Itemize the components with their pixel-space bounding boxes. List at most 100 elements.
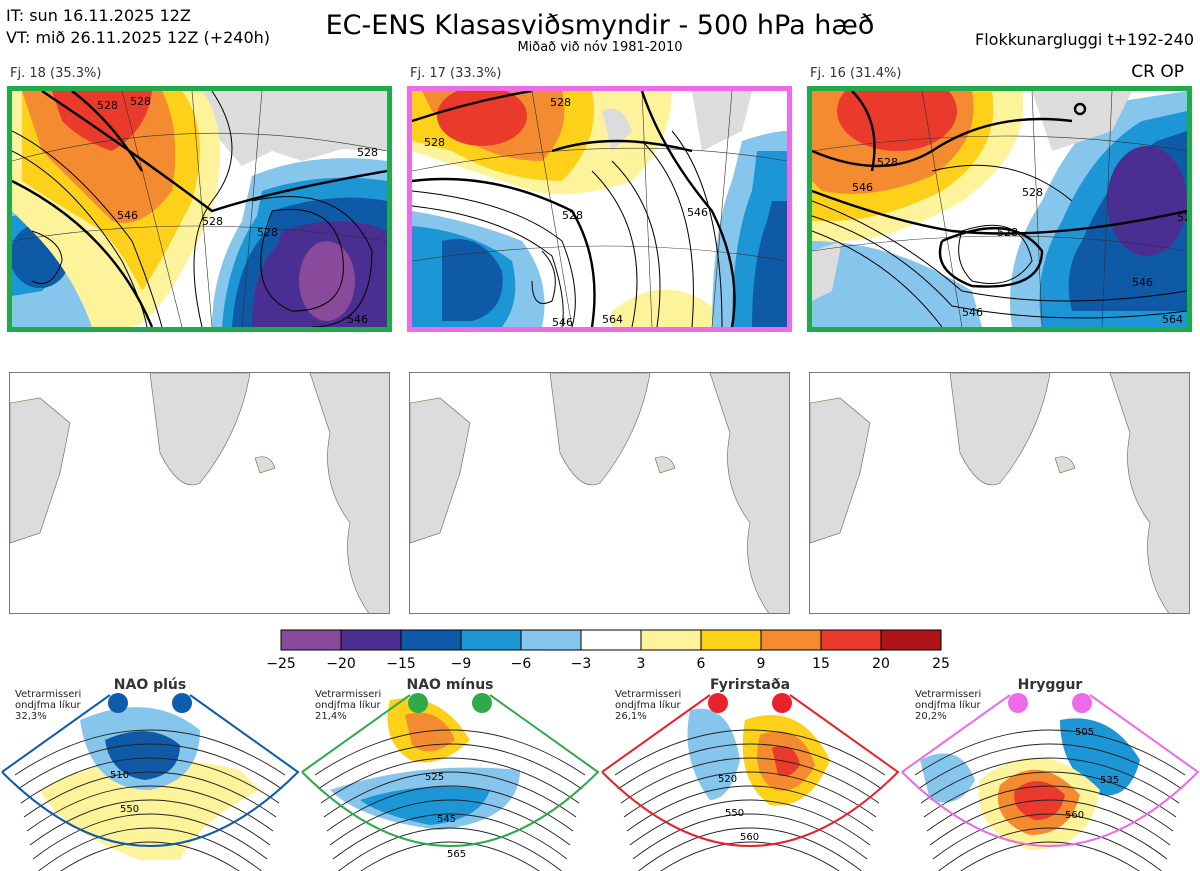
height-contour xyxy=(329,799,571,846)
height-contour xyxy=(360,841,540,871)
anomaly-fill xyxy=(105,731,180,780)
colorbar-tick: 15 xyxy=(812,656,830,672)
contour-label: 520 xyxy=(718,774,737,785)
contour-label: 546 xyxy=(687,206,708,219)
empty-map-1 xyxy=(9,372,390,614)
height-contour xyxy=(660,841,840,871)
contour-label: 505 xyxy=(1075,727,1094,738)
contour-label: 564 xyxy=(1162,313,1183,326)
height-contour xyxy=(632,813,868,860)
colorbar-tick: −6 xyxy=(510,656,532,672)
cluster-map-2: 528 528 528 546 546 564 xyxy=(407,86,792,332)
contour-label: 528 xyxy=(202,215,223,228)
height-contour xyxy=(917,743,1183,790)
climate-reference: Miðað við nóv 1981-2010 xyxy=(517,40,683,55)
colorbar-tick: −25 xyxy=(266,656,296,672)
regime-title: NAO plús xyxy=(113,677,187,693)
height-contour xyxy=(337,827,563,871)
cluster-label-2: Fj. 17 (33.3%) xyxy=(410,66,502,81)
contour-label: 528 xyxy=(97,99,118,112)
height-contour xyxy=(60,841,240,871)
regime-frame xyxy=(301,694,600,847)
height-contour xyxy=(617,743,883,790)
height-contour xyxy=(932,813,1168,860)
height-contour xyxy=(17,743,283,790)
height-contour xyxy=(317,743,583,790)
contour-label: 565 xyxy=(447,849,466,860)
cluster-map-3: 528 546 528 528 528 546 546 564 xyxy=(807,86,1192,332)
contour-label: 510 xyxy=(110,770,129,781)
regime-frame xyxy=(1,694,300,847)
regime-marker xyxy=(1072,693,1092,713)
height-contour xyxy=(23,771,277,818)
height-contour xyxy=(320,757,580,804)
cluster-label-3: Fj. 16 (31.4%) xyxy=(810,66,902,81)
empty-map-2 xyxy=(409,372,790,614)
anomaly-fill xyxy=(920,753,975,803)
contour-label: 560 xyxy=(740,832,759,843)
regime-note: Vetrarmisseri ondjfma líkur 21,4% xyxy=(315,689,382,722)
regime-title: Hryggur xyxy=(1017,677,1083,693)
height-contour xyxy=(960,841,1140,871)
contour-label: 528 xyxy=(550,96,571,109)
contour-label: 546 xyxy=(117,209,138,222)
height-contour xyxy=(32,813,268,860)
colorbar-tick: 20 xyxy=(872,656,890,672)
contour-label: 546 xyxy=(552,316,573,327)
height-contour xyxy=(914,729,1186,776)
contour-label: 528 xyxy=(130,95,151,108)
classification-window: Flokkunargluggi t+192-240 xyxy=(975,30,1194,49)
height-contour xyxy=(332,813,568,860)
height-contour xyxy=(314,729,586,776)
regime-note: Vetrarmisseri ondjfma líkur 32,3% xyxy=(15,689,82,722)
height-contour xyxy=(37,827,263,871)
height-contour xyxy=(929,799,1171,846)
valid-time: VT: mið 26.11.2025 12Z (+240h) xyxy=(6,28,271,47)
regime-marker xyxy=(472,693,492,713)
contour-label: 528 xyxy=(562,209,583,222)
colorbar-tick: −9 xyxy=(450,656,472,672)
contour-label: 545 xyxy=(437,814,456,825)
regime-note: Vetrarmisseri ondjfma líkur 26,1% xyxy=(615,689,682,722)
height-contour xyxy=(14,729,286,776)
regime-note: Vetrarmisseri ondjfma líkur 20,2% xyxy=(915,689,982,722)
regime-marker xyxy=(408,693,428,713)
contour-label: 550 xyxy=(120,804,139,815)
cluster-map-1: 528 528 546 528 528 528 546 xyxy=(7,86,392,332)
contour-label: 528 xyxy=(257,226,278,239)
height-contour xyxy=(926,785,1174,832)
colorbar-tick: 3 xyxy=(636,656,646,672)
regime-marker xyxy=(1008,693,1028,713)
height-contour xyxy=(920,757,1180,804)
contour-label: 535 xyxy=(1100,775,1119,786)
contour-label: 528 xyxy=(997,226,1018,239)
height-contour xyxy=(623,771,877,818)
regime-marker xyxy=(772,693,792,713)
contour-label: 528 xyxy=(877,156,898,169)
contour-label: 525 xyxy=(425,772,444,783)
contour-label: 528 xyxy=(357,146,378,159)
contour-label: 528 xyxy=(424,136,445,149)
contour-label: 550 xyxy=(725,808,744,819)
cluster-label-1: Fj. 18 (35.3%) xyxy=(10,66,102,81)
initial-time: IT: sun 16.11.2025 12Z xyxy=(6,6,191,25)
contour-label: 546 xyxy=(347,313,368,326)
colorbar-tick: 9 xyxy=(756,656,766,672)
height-contour xyxy=(323,771,577,818)
contour-label: 546 xyxy=(852,181,873,194)
crop-label: CR OP xyxy=(1131,62,1184,82)
height-contour xyxy=(29,799,271,846)
colorbar-tick: −3 xyxy=(570,656,592,672)
height-contour xyxy=(637,827,863,871)
contour-label: 564 xyxy=(602,313,623,326)
height-contour xyxy=(923,771,1177,818)
height-contour xyxy=(614,729,886,776)
regime-marker xyxy=(108,693,128,713)
colorbar-bin xyxy=(880,629,942,651)
height-contour xyxy=(937,827,1163,871)
contour-label: 546 xyxy=(962,306,983,319)
regime-title: Fyrirstaða xyxy=(709,677,791,693)
